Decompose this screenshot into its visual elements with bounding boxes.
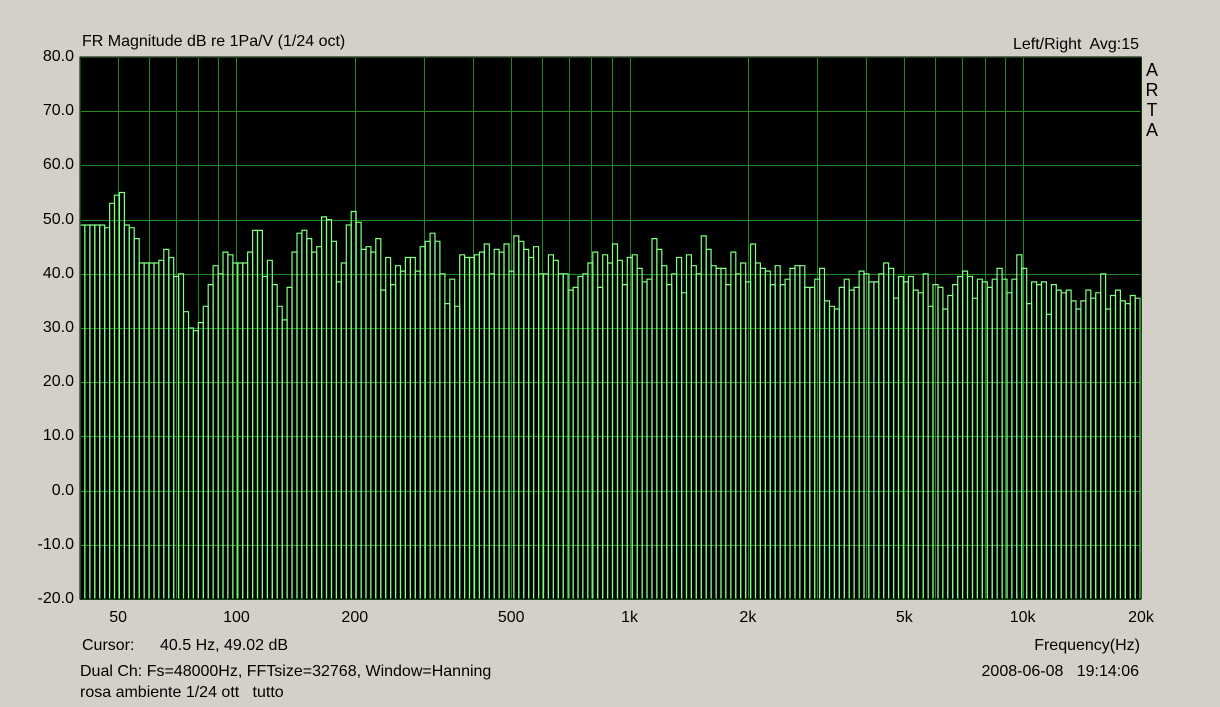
y-tick-label: 30.0 [42,319,74,336]
cursor-label: Cursor: [82,637,135,654]
x-tick-label: 1k [621,609,638,626]
y-tick-label: 50.0 [42,210,74,228]
timestamp: 2008-06-08 19:14:06 [981,663,1139,680]
response-bars [79,191,1142,599]
x-tick-label: 2k [739,609,757,626]
measurement-settings: Dual Ch: Fs=48000Hz, FFTsize=32768, Wind… [80,663,492,680]
chart-title: FR Magnitude dB re 1Pa/V (1/24 oct) [82,33,346,50]
brand-letter: A [1145,120,1158,140]
measurement-description: rosa ambiente 1/24 ott tutto [80,684,284,701]
channel-info: Left/Right Avg:15 [1012,36,1139,53]
x-axis-label: Frequency(Hz) [1034,637,1140,654]
x-tick-label: 100 [223,609,250,626]
y-tick-label: 80.0 [42,48,74,65]
brand-letter: A [1145,60,1158,80]
y-tick-label: -10.0 [37,535,74,553]
y-tick-label: 70.0 [42,102,74,120]
plot-frame [79,56,1142,600]
brand-letter: T [1146,100,1158,120]
y-tick-label: -20.0 [37,590,74,607]
cursor-readout: 40.5 Hz, 49.02 dB [160,637,289,654]
arta-brand-mark: A R T A [1145,60,1159,140]
y-tick-label: 10.0 [42,427,74,445]
x-tick-label: 20k [1128,609,1154,626]
y-tick-label: 60.0 [42,156,74,174]
x-tick-label: 50 [109,609,127,626]
y-tick-label: 40.0 [42,264,74,282]
brand-letter: R [1145,80,1159,100]
x-tick-label: 500 [497,609,525,626]
y-tick-label: 20.0 [42,373,74,391]
x-tick-label: 5k [895,609,913,626]
x-tick-label: 200 [341,609,369,626]
x-tick-label: 10k [1009,609,1036,626]
y-tick-label: 0.0 [51,481,74,499]
